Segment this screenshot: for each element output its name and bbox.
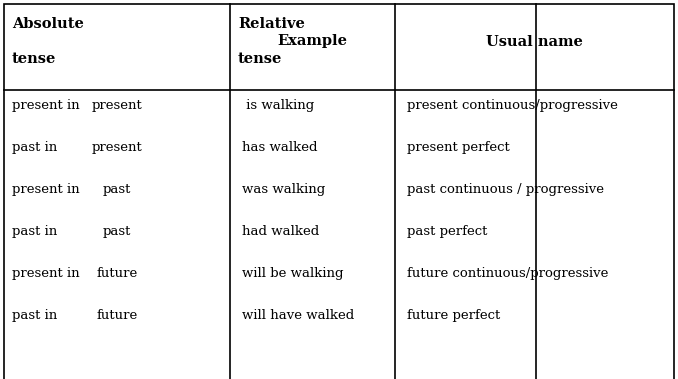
Text: future continuous/progressive: future continuous/progressive [407,268,608,280]
Text: Example: Example [277,34,348,49]
Text: will be walking: will be walking [242,268,344,280]
Text: present continuous/progressive: present continuous/progressive [407,99,618,113]
Text: tense: tense [12,52,56,66]
Text: present in: present in [12,99,79,113]
Text: present in: present in [12,268,79,280]
Text: present in: present in [12,183,79,196]
Text: had walked: had walked [242,226,319,238]
Text: will have walked: will have walked [242,310,354,323]
Text: present perfect: present perfect [407,141,510,155]
Text: present: present [92,141,142,155]
Text: future perfect: future perfect [407,310,500,323]
Text: is walking: is walking [242,99,314,113]
Text: Relative: Relative [238,17,305,31]
Text: has walked: has walked [242,141,317,155]
Text: past: past [103,183,131,196]
Text: past in: past in [12,310,57,323]
Text: future: future [96,268,138,280]
Text: Usual name: Usual name [486,34,583,49]
Text: past: past [103,226,131,238]
Text: present: present [92,99,142,113]
Text: past in: past in [12,226,57,238]
Text: future: future [96,310,138,323]
Text: Absolute: Absolute [12,17,84,31]
Text: was walking: was walking [242,183,325,196]
Text: tense: tense [238,52,282,66]
Text: past perfect: past perfect [407,226,487,238]
Text: past in: past in [12,141,57,155]
Text: past continuous / progressive: past continuous / progressive [407,183,604,196]
